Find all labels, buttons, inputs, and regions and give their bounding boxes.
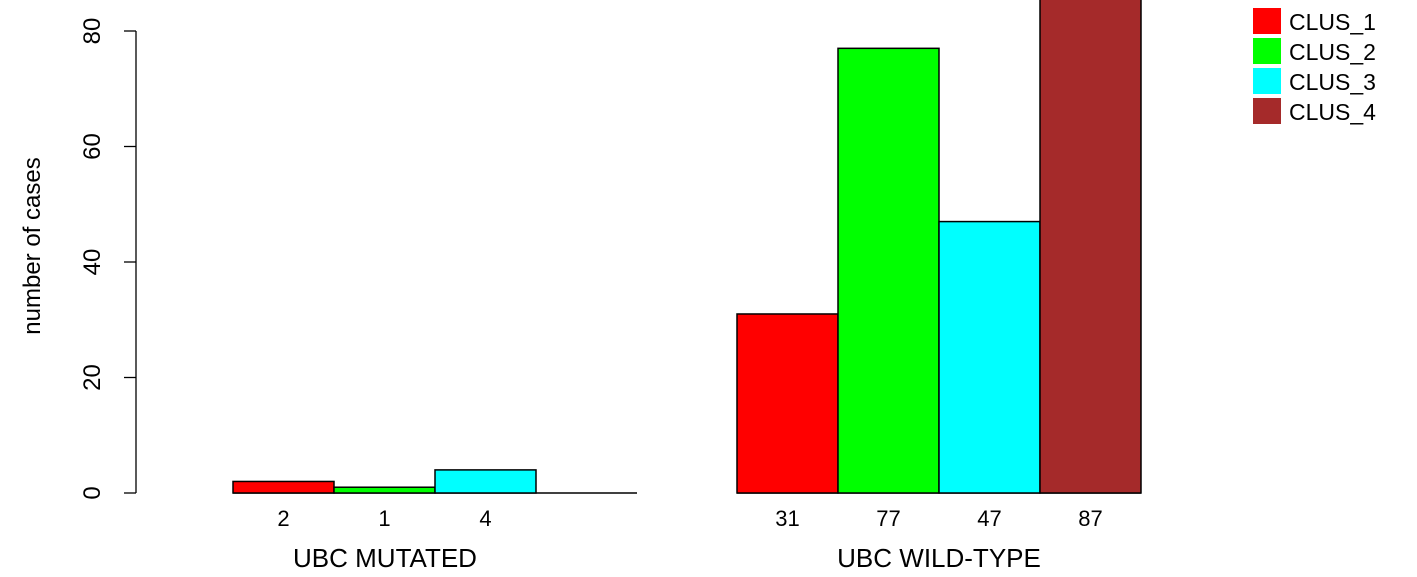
y-tick-label: 20 [79,364,106,391]
y-tick-label: 40 [79,249,106,276]
bar-value-label: 1 [378,506,390,531]
bar-clus-3 [938,220,1041,494]
bar-clus-2 [333,486,436,494]
legend-label: CLUS_2 [1289,39,1376,65]
group-label: UBC MUTATED [293,543,477,573]
bars [232,0,1142,494]
y-tick-label: 60 [79,133,106,160]
bar-clus-1 [736,313,839,494]
bar-value-label: 31 [775,506,799,531]
y-tick-label: 80 [79,18,106,45]
bar-value-label: 4 [479,506,491,531]
legend-label: CLUS_4 [1289,99,1376,125]
bar-value-label: 87 [1078,506,1102,531]
legend-swatch [1253,68,1281,94]
legend-swatch [1253,98,1281,124]
bar-clus-1 [232,480,335,494]
value-labels: 2 1 4 31 77 47 87 [277,506,1102,531]
bar-clus-2 [837,47,940,494]
bar-value-label: 77 [876,506,900,531]
legend-swatch [1253,38,1281,64]
legend: CLUS_1 CLUS_2 CLUS_3 CLUS_4 [1253,8,1376,125]
bar-value-label: 47 [977,506,1001,531]
y-axis-label: number of cases [19,157,46,334]
bar-clus-4 [1039,0,1142,494]
bar-clus-3 [434,469,537,494]
y-tick-label: 0 [79,486,106,499]
bar-value-label: 2 [277,506,289,531]
group-labels: UBC MUTATED UBC WILD-TYPE [293,543,1041,573]
legend-label: CLUS_1 [1289,9,1376,35]
y-axis: 0 20 40 60 80 [79,18,137,500]
legend-label: CLUS_3 [1289,69,1376,95]
legend-swatch [1253,8,1281,34]
group-label: UBC WILD-TYPE [837,543,1041,573]
